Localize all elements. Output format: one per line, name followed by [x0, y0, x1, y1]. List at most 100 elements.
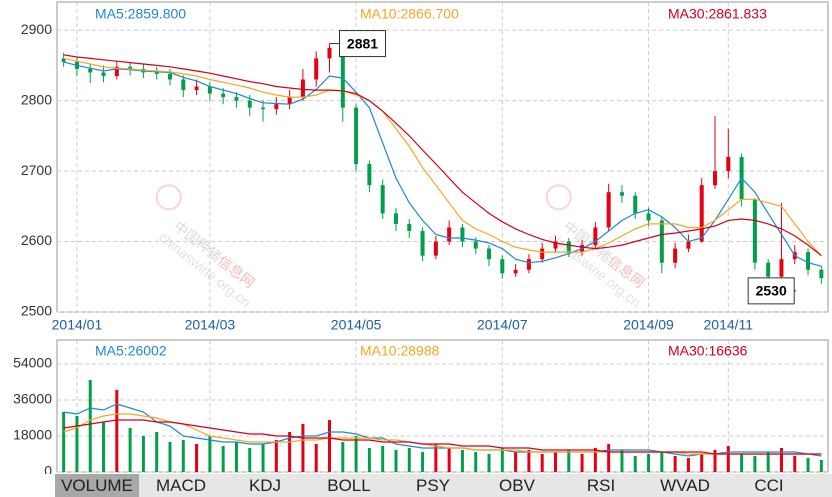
candle-body — [274, 104, 279, 110]
indicator-tab[interactable]: MACD — [155, 476, 207, 495]
ma-line — [63, 413, 822, 455]
volume-bar — [354, 436, 358, 472]
x-tick-label: 2014/09 — [623, 317, 674, 333]
volume-bar — [221, 446, 225, 472]
candle-body — [779, 259, 784, 277]
legend-label: MA5:26002 — [95, 343, 167, 359]
indicator-tab[interactable]: PSY — [415, 476, 451, 495]
volume-bar — [633, 456, 637, 472]
volume-bar — [793, 456, 797, 472]
volume-bar — [168, 442, 172, 472]
volume-bar — [75, 416, 79, 472]
volume-bar — [328, 420, 332, 472]
candle-body — [460, 227, 465, 242]
volume-bar — [261, 444, 265, 472]
candle-body — [619, 192, 624, 196]
candle-body — [300, 79, 305, 98]
candle-body — [380, 185, 385, 214]
candle-body — [61, 58, 66, 62]
candle-body — [433, 241, 438, 256]
candle-body — [513, 269, 518, 274]
volume-bar — [647, 454, 651, 472]
candle-body — [261, 107, 266, 110]
volume-bar — [753, 456, 757, 472]
candle-body — [154, 72, 159, 74]
volume-bar — [779, 448, 783, 472]
candle-body — [88, 68, 93, 73]
candle-body — [167, 73, 172, 80]
volume-bar — [155, 432, 159, 472]
x-tick-label: 2014/03 — [185, 317, 236, 333]
indicator-tab[interactable]: OBV — [499, 476, 535, 495]
volume-bar — [553, 452, 557, 472]
legend-label: MA30:2861.833 — [668, 6, 767, 22]
y-tick-label: 2800 — [21, 91, 52, 107]
candle-body — [726, 157, 731, 172]
volume-bar — [487, 454, 491, 472]
y-tick-label: 2900 — [21, 21, 52, 37]
x-tick-label: 2014/01 — [52, 317, 103, 333]
volume-bar — [447, 448, 451, 472]
x-tick-label: 2014/05 — [331, 317, 382, 333]
volume-bar — [181, 440, 185, 472]
volume-bar — [367, 448, 371, 472]
candle-body — [606, 192, 611, 228]
indicator-tab[interactable]: CCI — [754, 476, 784, 495]
candle-body — [367, 164, 372, 186]
volume-bar — [407, 448, 411, 472]
x-tick-label: 2014/07 — [477, 317, 528, 333]
watermark-logo — [155, 184, 182, 211]
candle-body — [101, 72, 106, 76]
y-tick-label: 2500 — [21, 303, 52, 319]
volume-bar — [580, 454, 584, 472]
volume-bar — [421, 452, 425, 472]
candle-body — [526, 259, 531, 270]
candle-body — [673, 248, 678, 263]
volume-bar — [394, 450, 398, 472]
volume-bar — [460, 450, 464, 472]
volume-bar — [434, 444, 438, 472]
volume-bar — [88, 380, 92, 472]
volume-bar — [248, 448, 252, 472]
volume-bar — [819, 460, 823, 472]
volume-bar — [620, 450, 624, 472]
candle-body — [247, 100, 252, 108]
candle-body — [659, 220, 664, 263]
candle-body — [766, 262, 771, 277]
indicator-tab[interactable]: VOLUME — [55, 474, 139, 497]
volume-bar — [474, 452, 478, 472]
volume-bar — [713, 450, 717, 472]
candle-body — [553, 241, 558, 249]
plot-frame — [56, 1, 829, 313]
candle-body — [699, 185, 704, 242]
candle-body — [540, 248, 545, 260]
candle-body — [686, 241, 691, 249]
volume-bar — [567, 450, 571, 472]
candle-body — [234, 97, 239, 101]
volume-bar — [740, 454, 744, 472]
ma-line — [63, 419, 822, 455]
max-label-box — [339, 30, 387, 58]
legend-label: MA30:16636 — [668, 343, 748, 359]
ma-line — [63, 54, 822, 257]
candle-body — [181, 79, 186, 91]
volume-bar — [607, 444, 611, 472]
indicator-tab[interactable]: RSI — [586, 476, 616, 495]
indicator-tab[interactable]: BOLL — [327, 476, 371, 495]
candle-body — [633, 195, 638, 214]
volume-bar — [686, 458, 690, 472]
plot-frame — [56, 339, 829, 473]
candle-body — [407, 223, 412, 231]
indicator-tab[interactable]: KDJ — [248, 476, 282, 495]
min-label-box — [747, 277, 795, 305]
candle-body — [287, 97, 292, 105]
indicator-tab[interactable]: WVAD — [660, 476, 710, 495]
volume-bar — [514, 452, 518, 472]
volume-bar — [288, 432, 292, 472]
volume-bar — [593, 448, 597, 472]
candle-body — [114, 66, 119, 76]
y-tick-label: 18000 — [13, 427, 52, 443]
